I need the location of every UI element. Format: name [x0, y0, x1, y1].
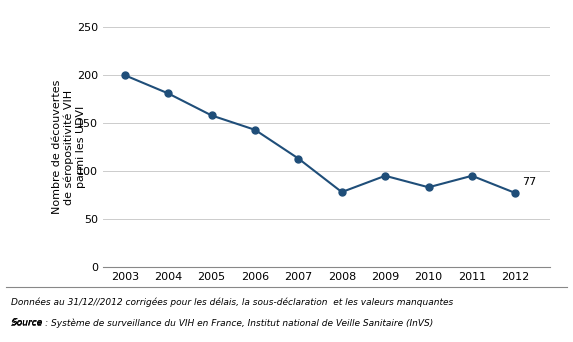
- Text: 77: 77: [522, 177, 536, 187]
- Text: Source: Source: [11, 318, 43, 327]
- Text: Données au 31/12//2012 corrigées pour les délais, la sous-déclaration  et les va: Données au 31/12//2012 corrigées pour le…: [11, 298, 454, 307]
- Text: Source: Source: [11, 318, 43, 327]
- Text: Source : Système de surveillance du VIH en France, Institut national de Veille S: Source : Système de surveillance du VIH …: [11, 318, 434, 328]
- Y-axis label: Nombre de découvertes
de séropositivité VIH
parmi les UDVI: Nombre de découvertes de séropositivité …: [52, 80, 86, 214]
